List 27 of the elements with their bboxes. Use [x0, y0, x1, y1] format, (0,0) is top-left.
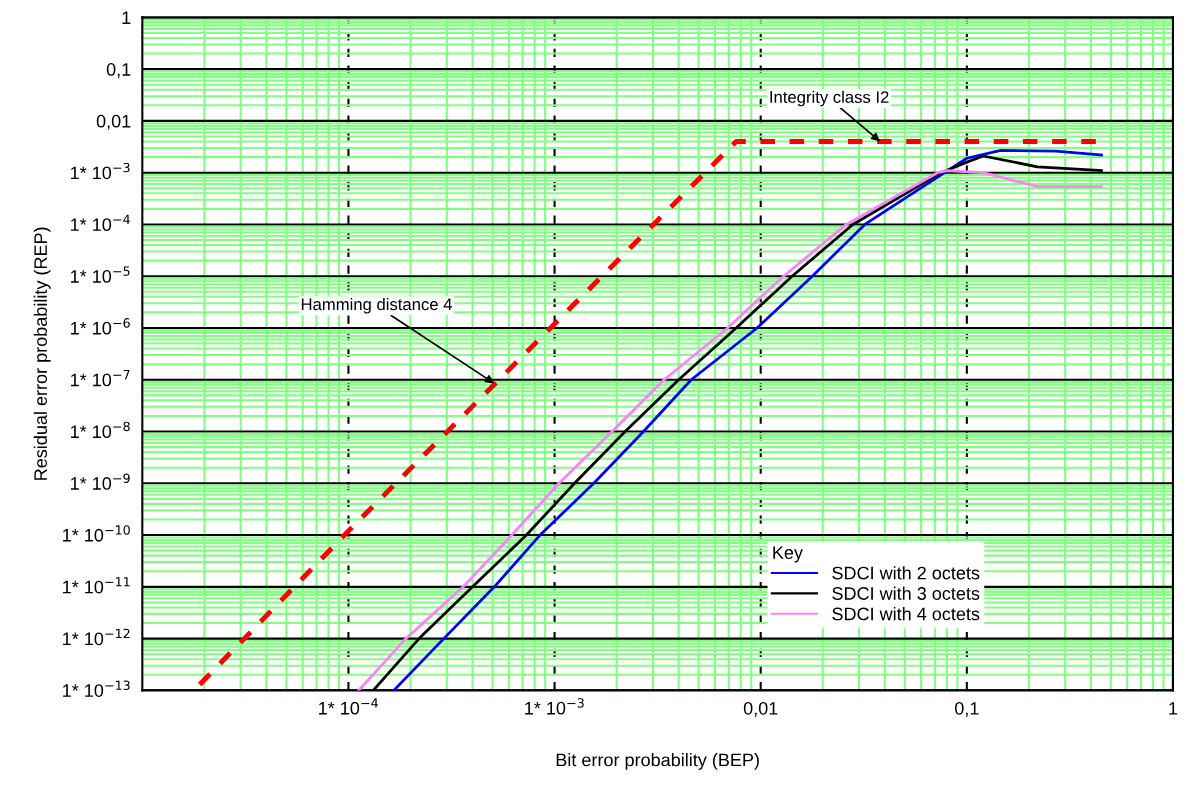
y-tick-label: 1	[122, 11, 131, 24]
annotation: Hamming distance 4	[301, 297, 452, 314]
y-tick-label: 1* 10$^{−8}$	[71, 421, 130, 439]
y-tick-label: 1* 10$^{−10}$	[63, 525, 130, 542]
legend-label: SDCI with 3 octets	[832, 586, 980, 600]
y-tick-label: 1* 10$^{−12}$	[63, 628, 130, 646]
y-tick-label: 1* 10$^{−7}$	[71, 370, 130, 387]
x-tick-label: 0,1	[954, 701, 979, 717]
x-tick-label: 1* 10$^{−3}$	[525, 698, 584, 715]
y-tick-label: 1* 10$^{−11}$	[63, 577, 130, 594]
annotation: Integrity class I2	[770, 90, 889, 107]
y-tick-label: 1* 10$^{−5}$	[71, 266, 130, 283]
x-tick-label: 0,01	[743, 701, 778, 717]
y-axis-title: Residual error probability (REP)	[33, 227, 51, 480]
y-tick-label: 1* 10$^{−13}$	[63, 680, 130, 697]
x-axis-title: Bit error probability (BEP)	[556, 753, 759, 770]
legend-title: Key	[773, 546, 803, 563]
y-tick-label: 1* 10$^{−6}$	[71, 318, 130, 335]
y-tick-label: 1* 10$^{−3}$	[71, 162, 130, 180]
y-tick-label: 0,1	[106, 63, 131, 78]
legend-label: SDCI with 2 octets	[832, 566, 980, 580]
legend-label: SDCI with 4 octets	[832, 607, 980, 621]
y-tick-label: 0,01	[96, 114, 131, 130]
x-tick-label: 1* 10$^{−4}$	[319, 698, 378, 715]
x-tick-label: 1	[1169, 702, 1178, 715]
y-tick-label: 1* 10$^{−4}$	[71, 214, 130, 232]
y-tick-label: 1* 10$^{−9}$	[71, 473, 130, 490]
